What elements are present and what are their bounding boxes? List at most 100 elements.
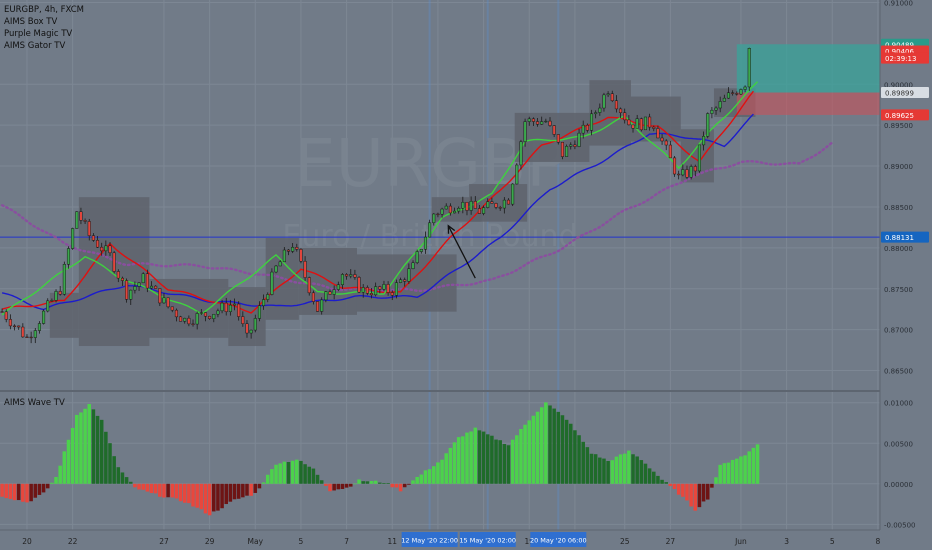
candle-body <box>174 309 178 318</box>
wave-bar <box>178 483 183 502</box>
wave-bar <box>681 483 685 497</box>
candle-body <box>569 144 573 147</box>
time-highlight-label[interactable]: 12 May '20 22:00 <box>401 532 458 547</box>
wave-bar <box>83 408 87 484</box>
wave-bar <box>585 447 590 484</box>
candle-body <box>33 330 37 338</box>
take-profit-zone[interactable] <box>736 44 880 93</box>
wave-bar <box>153 483 158 494</box>
candle-body <box>486 201 490 208</box>
purple-magic-line <box>0 141 834 293</box>
wave-bar <box>261 482 266 484</box>
time-highlight-label[interactable]: 15 May '20 02:00 <box>459 532 516 547</box>
candle-body <box>681 169 685 176</box>
wave-bar <box>311 468 316 484</box>
time-tick-label: 29 <box>205 537 215 546</box>
price-label-blue[interactable]: 0.88131 <box>881 231 929 243</box>
wave-title[interactable]: AIMS Wave TV <box>4 398 65 408</box>
candle-body <box>573 144 577 147</box>
stop-loss-zone[interactable] <box>736 92 880 115</box>
price-label-red[interactable]: 0.89625 <box>881 109 929 121</box>
candle-body <box>100 246 104 252</box>
wave-bar <box>303 464 307 484</box>
candle-body <box>577 132 581 147</box>
wave-bar <box>220 483 224 509</box>
candle-body <box>556 134 560 143</box>
price-axis[interactable]: 0.91000 0.90000 0.89500 0.89000 0.88500 0.880… <box>881 0 929 376</box>
wave-bar <box>722 463 727 484</box>
svg-text:02:39:13: 02:39:13 <box>885 55 916 63</box>
indicator-aims-gator[interactable]: AIMS Gator TV <box>4 41 65 51</box>
wave-bar <box>535 411 540 484</box>
candle-body <box>154 285 158 289</box>
candle-body <box>46 300 50 312</box>
wave-bar <box>672 483 677 490</box>
candle-body <box>726 92 731 99</box>
price-label-white[interactable]: 0.89899 <box>881 87 929 99</box>
candle-body <box>423 236 428 250</box>
wave-bar <box>622 453 627 484</box>
candle-body <box>187 317 191 325</box>
candle-body <box>544 120 548 123</box>
wave-bar <box>560 415 565 484</box>
candle-body <box>29 336 33 339</box>
price-label-red[interactable]: 02:39:13 <box>881 52 929 64</box>
annotation-arrow[interactable] <box>447 224 476 279</box>
candle-body <box>170 306 174 311</box>
candle-body <box>42 310 46 324</box>
arrow-shaft[interactable] <box>447 225 476 279</box>
candle-body <box>565 146 569 157</box>
arrow-head[interactable] <box>447 224 456 234</box>
candle-body <box>448 205 452 214</box>
wave-bar <box>16 483 21 501</box>
wave-bar <box>519 429 523 484</box>
candle-body <box>399 279 403 283</box>
candle-body <box>581 124 585 134</box>
candle-body <box>693 166 697 172</box>
candle-body <box>585 124 589 131</box>
wave-bar <box>79 412 83 484</box>
candle-body <box>490 201 494 204</box>
wave-bar <box>548 405 552 484</box>
svg-text:0.89625: 0.89625 <box>885 112 914 120</box>
candle-body <box>203 312 208 317</box>
candle-body <box>594 112 598 115</box>
time-axis[interactable]: 20222729May5711131519212527Jun35812 May … <box>22 532 881 547</box>
wave-bar <box>415 476 419 484</box>
wave-bar <box>299 460 303 484</box>
candle-body <box>212 313 216 320</box>
wave-bar <box>676 483 681 495</box>
wave-bar <box>328 483 332 492</box>
candle-body <box>365 287 369 294</box>
candle-body <box>21 326 25 338</box>
wave-bar <box>361 481 365 484</box>
symbol-title[interactable]: EURGBP, 4h, FXCM <box>4 5 84 15</box>
wave-bar <box>660 479 664 484</box>
candle-body <box>125 280 129 300</box>
price-tick-label: 0.89000 <box>884 163 913 171</box>
candle-body <box>282 249 286 263</box>
indicator-aims-box[interactable]: AIMS Box TV <box>4 17 57 27</box>
candle-body <box>465 202 469 211</box>
wave-bar <box>162 483 166 498</box>
time-tick-label: 5 <box>299 537 304 546</box>
indicator-purple-magic[interactable]: Purple Magic TV <box>4 29 72 39</box>
candle-body <box>195 313 199 325</box>
candle-body <box>295 247 299 250</box>
wave-bar <box>697 483 702 508</box>
candle-body <box>461 202 465 209</box>
wave-bar <box>340 483 345 490</box>
candle-body <box>249 329 253 334</box>
wave-bar <box>224 483 228 505</box>
time-highlight-label[interactable]: 20 May '20 06:00 <box>530 532 587 547</box>
wave-bar <box>473 427 478 484</box>
wave-bar <box>618 454 623 484</box>
candle-body <box>697 144 701 172</box>
wave-bar <box>726 462 731 484</box>
wave-bar <box>510 439 515 484</box>
candle-body <box>515 164 519 185</box>
wave-axis[interactable]: 0.01000 0.00500 0.00000 -0.00500 <box>884 400 915 530</box>
wave-bar <box>444 453 448 484</box>
candle-body <box>428 222 432 238</box>
